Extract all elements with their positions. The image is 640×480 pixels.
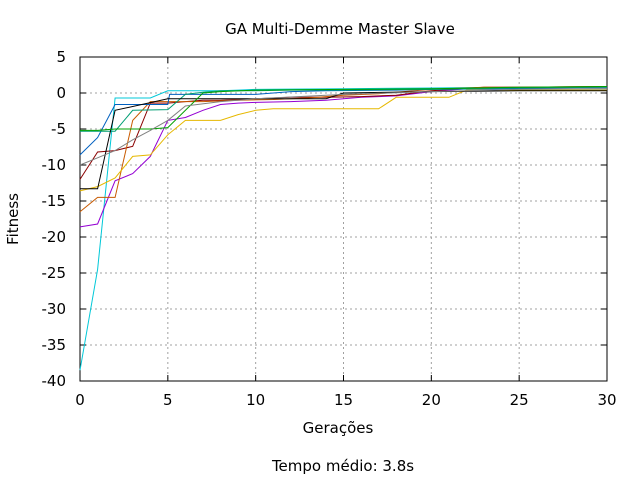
y-tick-label: 0 <box>56 84 66 102</box>
x-tick-label: 0 <box>75 391 85 409</box>
y-tick-label: -10 <box>42 156 67 174</box>
axis-ticks <box>79 56 608 382</box>
x-tick-label: 25 <box>510 391 529 409</box>
y-tick-label: -35 <box>42 336 67 354</box>
chart-title: GA Multi-Demme Master Slave <box>225 20 455 38</box>
y-tick-label: -5 <box>51 120 66 138</box>
x-axis-label: Gerações <box>303 419 374 437</box>
y-tick-label: -30 <box>42 300 67 318</box>
grid-lines <box>80 57 607 381</box>
y-tick-label: -40 <box>42 372 67 390</box>
series-line-8 <box>80 90 607 190</box>
x-tick-label: 30 <box>597 391 616 409</box>
series-line-1 <box>79 86 607 371</box>
series-line-9 <box>80 86 608 131</box>
x-tick-labels: 0 5 10 15 20 25 30 <box>75 391 616 409</box>
y-tick-label: -25 <box>42 264 67 282</box>
y-tick-label: -15 <box>42 192 67 210</box>
x-tick-label: 5 <box>163 391 173 409</box>
series-line-5 <box>79 89 607 192</box>
series-line-10 <box>79 88 608 166</box>
y-axis-label: Fitness <box>4 193 22 245</box>
x-tick-label: 10 <box>246 391 265 409</box>
y-tick-label: 5 <box>56 48 66 66</box>
y-tick-label: -20 <box>42 228 67 246</box>
x-tick-label: 15 <box>334 391 353 409</box>
y-tick-labels: -40 -35 -30 -25 -20 -15 -10 -5 0 5 <box>42 48 67 390</box>
x-tick-label: 20 <box>422 391 441 409</box>
series-lines <box>79 86 608 371</box>
series-line-3 <box>79 86 608 180</box>
footer-note: Tempo médio: 3.8s <box>271 457 414 475</box>
series-line-7 <box>80 86 608 132</box>
